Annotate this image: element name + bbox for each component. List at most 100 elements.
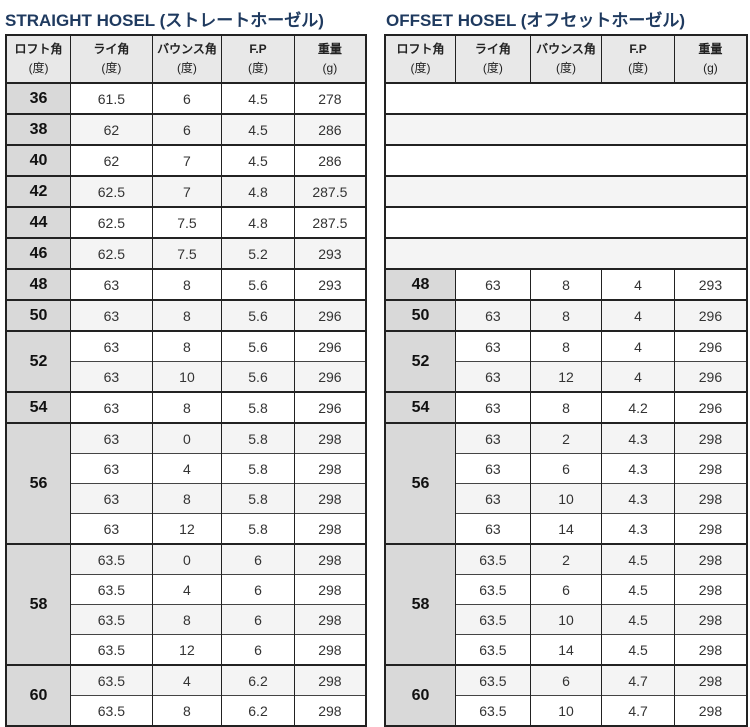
- value-cell: 8: [151, 330, 223, 362]
- value-cell: 298: [293, 422, 367, 454]
- loft-cell: 56: [384, 422, 457, 544]
- table-row: 63 12 4 296: [385, 361, 748, 392]
- value-cell: 6: [529, 453, 603, 484]
- value-cell: 296: [673, 330, 748, 362]
- value-cell: 62.5: [70, 175, 153, 207]
- value-cell: 6: [529, 574, 603, 605]
- value-cell: 63: [70, 391, 153, 423]
- value-cell: 63.5: [455, 574, 531, 605]
- value-cell: 7.5: [151, 237, 223, 269]
- table-row: 63 4 5.8 298: [6, 453, 367, 484]
- loft-cell: 60: [384, 664, 457, 726]
- value-cell: 4.5: [221, 113, 295, 145]
- table-row: 48 63 8 4 293: [384, 268, 748, 300]
- column-header: ロフト角 (度): [5, 35, 72, 84]
- empty-cell: [385, 206, 747, 238]
- value-cell: 298: [293, 453, 367, 484]
- value-cell: 0: [151, 422, 223, 454]
- table-row: 63 10 4.3 298: [385, 483, 748, 514]
- empty-cell: [385, 237, 747, 269]
- value-cell: 63: [70, 268, 153, 300]
- column-header: ライ角 (度): [455, 35, 531, 84]
- value-cell: 287.5: [293, 206, 367, 238]
- value-cell: 8: [529, 391, 603, 423]
- value-cell: 12: [151, 634, 223, 665]
- loft-cell: 40: [5, 144, 72, 176]
- value-cell: 6: [151, 82, 223, 114]
- value-cell: 4.5: [601, 543, 675, 575]
- value-cell: 6: [221, 604, 295, 635]
- value-cell: 10: [529, 695, 603, 726]
- value-cell: 296: [673, 299, 748, 331]
- loft-cell: 42: [5, 175, 72, 207]
- value-cell: 5.8: [221, 422, 295, 454]
- value-cell: 286: [293, 144, 367, 176]
- value-cell: 298: [673, 422, 748, 454]
- value-cell: 4: [601, 299, 675, 331]
- table-row: [385, 237, 747, 269]
- header-row: ロフト角 (度) ライ角 (度) バウンス角 (度) F.P (度) 重量 (g): [5, 35, 367, 84]
- value-cell: 8: [151, 483, 223, 514]
- value-cell: 5.6: [221, 268, 295, 300]
- table-row: 44 62.5 7.5 4.8 287.5: [5, 206, 367, 238]
- value-cell: 298: [673, 513, 748, 544]
- loft-cell: 54: [384, 391, 457, 423]
- value-cell: 6: [529, 664, 603, 696]
- column-header: ロフト角 (度): [384, 35, 457, 84]
- value-cell: 4: [601, 268, 675, 300]
- value-cell: 63: [455, 391, 531, 423]
- value-cell: 296: [293, 361, 367, 392]
- column-header: 重量 (g): [673, 35, 748, 84]
- value-cell: 63: [455, 453, 531, 484]
- table-row: 50 63 8 5.6 296: [5, 299, 367, 331]
- table-row: 63 8 5.8 298: [6, 483, 367, 514]
- column-header: バウンス角 (度): [529, 35, 603, 84]
- table-row: 56 63 2 4.3 298: [384, 422, 748, 544]
- value-cell: 286: [293, 113, 367, 145]
- value-cell: 10: [529, 604, 603, 635]
- value-cell: 298: [673, 453, 748, 484]
- value-cell: 298: [293, 695, 367, 726]
- table-row: [385, 82, 747, 114]
- column-header: ライ角 (度): [70, 35, 153, 84]
- value-cell: 63.5: [70, 543, 153, 575]
- value-cell: 62.5: [70, 206, 153, 238]
- loft-cell: 54: [5, 391, 72, 423]
- value-cell: 7: [151, 175, 223, 207]
- loft-cell: 52: [5, 330, 72, 392]
- value-cell: 298: [293, 634, 367, 665]
- value-cell: 63: [70, 483, 153, 514]
- table-row: 63.5 12 6 298: [6, 634, 367, 665]
- value-cell: 5.6: [221, 299, 295, 331]
- loft-cell: 52: [384, 330, 457, 392]
- value-cell: 296: [293, 299, 367, 331]
- value-cell: 5.8: [221, 453, 295, 484]
- value-cell: 63.5: [70, 574, 153, 605]
- value-cell: 298: [673, 483, 748, 514]
- value-cell: 2: [529, 422, 603, 454]
- column-header: 重量 (g): [293, 35, 367, 84]
- value-cell: 4.5: [221, 82, 295, 114]
- table-row: 60 63.5 6 4.7 298: [384, 664, 748, 726]
- value-cell: 4.3: [601, 483, 675, 514]
- table-row: 52 63 8 5.6 296: [5, 330, 367, 392]
- value-cell: 6: [221, 634, 295, 665]
- table-row: 56 63 0 5.8 298: [5, 422, 367, 544]
- table-row: 63 14 4.3 298: [385, 513, 748, 544]
- empty-cell: [385, 144, 747, 176]
- value-cell: 4.8: [221, 175, 295, 207]
- table-row: 40 62 7 4.5 286: [5, 144, 367, 176]
- loft-cell: 50: [384, 299, 457, 331]
- offset-hosel-title: OFFSET HOSEL (オフセットホーゼル): [386, 11, 686, 30]
- value-cell: 8: [151, 391, 223, 423]
- value-cell: 63.5: [455, 543, 531, 575]
- header-row: ロフト角 (度) ライ角 (度) バウンス角 (度) F.P (度) 重量 (g): [384, 35, 748, 84]
- value-cell: 63.5: [70, 604, 153, 635]
- value-cell: 278: [293, 82, 367, 114]
- loft-cell: 46: [5, 237, 72, 269]
- value-cell: 8: [151, 299, 223, 331]
- value-cell: 6.2: [221, 664, 295, 696]
- value-cell: 298: [673, 543, 748, 575]
- empty-cell: [385, 175, 747, 207]
- value-cell: 298: [293, 664, 367, 696]
